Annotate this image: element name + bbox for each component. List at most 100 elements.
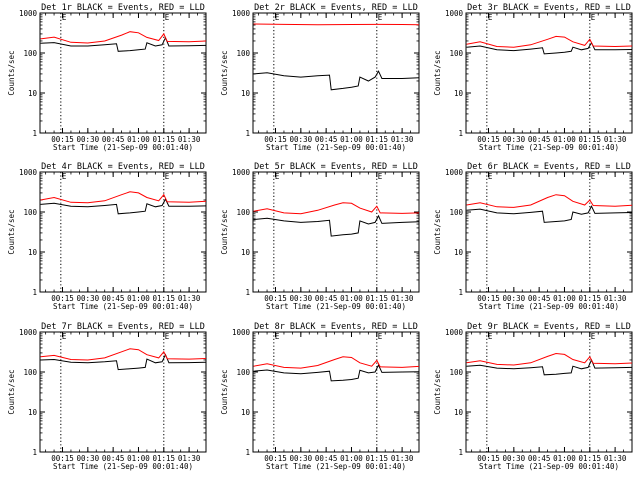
- chart-title: Det 3r BLACK = Events, RED = LLD: [467, 3, 631, 13]
- x-tick-label: 01:30: [391, 454, 414, 463]
- y-tick-label: 1000: [19, 328, 38, 337]
- y-tick-label: 100: [236, 368, 250, 377]
- x-tick-label: 00:15: [51, 454, 74, 463]
- y-tick-label: 1000: [445, 328, 464, 337]
- y-axis-label: Counts/sec: [433, 50, 442, 95]
- marker-label: E: [275, 172, 280, 181]
- x-tick-label: 01:30: [178, 454, 201, 463]
- marker-label: E: [165, 332, 170, 341]
- series-lld-line: [466, 35, 633, 48]
- x-tick-label: 00:45: [315, 294, 338, 303]
- x-tick-label: 01:15: [579, 454, 602, 463]
- x-tick-label: 00:15: [264, 454, 287, 463]
- x-tick-label: 00:45: [528, 454, 551, 463]
- y-tick-label: 1000: [445, 9, 464, 18]
- x-tick-label: 01:30: [604, 454, 627, 463]
- y-tick-label: 10: [454, 89, 464, 98]
- series-events-line: [253, 363, 420, 382]
- x-axis-label: Start Time (21-Sep-09 00:01:40): [53, 462, 193, 471]
- plot-frame: [39, 171, 207, 293]
- x-tick-label: 00:30: [77, 135, 100, 144]
- plot-frame: [465, 331, 633, 453]
- series-events-line: [40, 197, 207, 215]
- x-tick-label: 01:15: [153, 454, 176, 463]
- marker-label: E: [62, 13, 67, 22]
- y-tick-label: 100: [449, 49, 463, 58]
- y-tick-label: 1000: [19, 168, 38, 177]
- x-tick-label: 01:00: [127, 135, 150, 144]
- series-lld-line: [253, 23, 420, 26]
- y-tick-label: 1: [245, 129, 250, 138]
- x-tick-label: 00:15: [477, 135, 500, 144]
- panel-det-7: Det 7r BLACK = Events, RED = LLD 1 10 100 10…: [7, 322, 207, 471]
- x-tick-label: 00:15: [51, 135, 74, 144]
- series-events-line: [466, 358, 633, 376]
- x-tick-label: 00:15: [264, 294, 287, 303]
- y-tick-label: 1: [32, 448, 37, 457]
- y-tick-label: 10: [28, 408, 38, 417]
- y-tick-label: 100: [23, 368, 37, 377]
- y-tick-label: 10: [28, 89, 38, 98]
- x-tick-label: 01:00: [340, 135, 363, 144]
- x-tick-label: 00:30: [77, 454, 100, 463]
- marker-label: E: [591, 332, 596, 341]
- y-tick-label: 10: [241, 408, 251, 417]
- chart-title: Det 9r BLACK = Events, RED = LLD: [467, 322, 631, 332]
- plot-frame: [465, 171, 633, 293]
- y-tick-label: 1: [245, 288, 250, 297]
- y-tick-label: 1: [458, 288, 463, 297]
- x-tick-label: 01:30: [391, 294, 414, 303]
- x-tick-label: 00:45: [528, 294, 551, 303]
- x-tick-label: 00:30: [77, 294, 100, 303]
- series-lld-line: [466, 194, 633, 208]
- panel-det-9: Det 9r BLACK = Events, RED = LLD 1 10 100 10…: [433, 322, 633, 471]
- x-tick-label: 01:00: [127, 294, 150, 303]
- series-events-line: [40, 36, 207, 52]
- y-axis-label: Counts/sec: [220, 209, 229, 254]
- chart-title: Det 5r BLACK = Events, RED = LLD: [254, 162, 418, 172]
- chart-title: Det 1r BLACK = Events, RED = LLD: [41, 3, 205, 13]
- plot-frame: [252, 171, 420, 293]
- x-tick-label: 01:15: [366, 294, 389, 303]
- x-tick-label: 01:00: [340, 294, 363, 303]
- plot-frame: [39, 12, 207, 134]
- panel-det-3: Det 3r BLACK = Events, RED = LLD 1 10 100 10…: [433, 3, 633, 152]
- plot-frame: [465, 12, 633, 134]
- panel-det-4: Det 4r BLACK = Events, RED = LLD 1 10 100 10…: [7, 162, 207, 311]
- x-axis-label: Start Time (21-Sep-09 00:01:40): [266, 462, 406, 471]
- marker-label: E: [488, 13, 493, 22]
- x-tick-label: 01:30: [178, 135, 201, 144]
- plot-frame: [39, 331, 207, 453]
- y-tick-label: 10: [241, 89, 251, 98]
- y-axis-label: Counts/sec: [220, 369, 229, 414]
- x-tick-label: 00:45: [315, 135, 338, 144]
- y-tick-label: 1000: [232, 168, 251, 177]
- x-tick-label: 00:45: [102, 294, 125, 303]
- y-axis-label: Counts/sec: [7, 369, 16, 414]
- x-tick-label: 00:45: [102, 135, 125, 144]
- y-tick-label: 1000: [232, 9, 251, 18]
- marker-label: E: [165, 13, 170, 22]
- marker-label: E: [591, 172, 596, 181]
- x-tick-label: 00:15: [264, 135, 287, 144]
- marker-label: E: [275, 332, 280, 341]
- y-tick-label: 1: [32, 288, 37, 297]
- series-lld-line: [40, 31, 207, 44]
- y-tick-label: 100: [236, 208, 250, 217]
- x-tick-label: 00:30: [290, 294, 313, 303]
- y-tick-label: 1000: [445, 168, 464, 177]
- x-axis-label: Start Time (21-Sep-09 00:01:40): [53, 143, 193, 152]
- x-tick-label: 01:15: [579, 135, 602, 144]
- marker-label: E: [488, 332, 493, 341]
- x-tick-label: 01:00: [553, 454, 576, 463]
- marker-label: E: [62, 332, 67, 341]
- y-tick-label: 10: [241, 248, 251, 257]
- panel-det-1: Det 1r BLACK = Events, RED = LLD 1 10 100 10…: [7, 3, 207, 152]
- x-tick-label: 01:15: [579, 294, 602, 303]
- panel-det-8: Det 8r BLACK = Events, RED = LLD 1 10 100 10…: [220, 322, 420, 471]
- y-tick-label: 100: [23, 208, 37, 217]
- marker-label: E: [378, 13, 383, 22]
- series-events-line: [466, 205, 633, 223]
- y-axis-label: Counts/sec: [433, 209, 442, 254]
